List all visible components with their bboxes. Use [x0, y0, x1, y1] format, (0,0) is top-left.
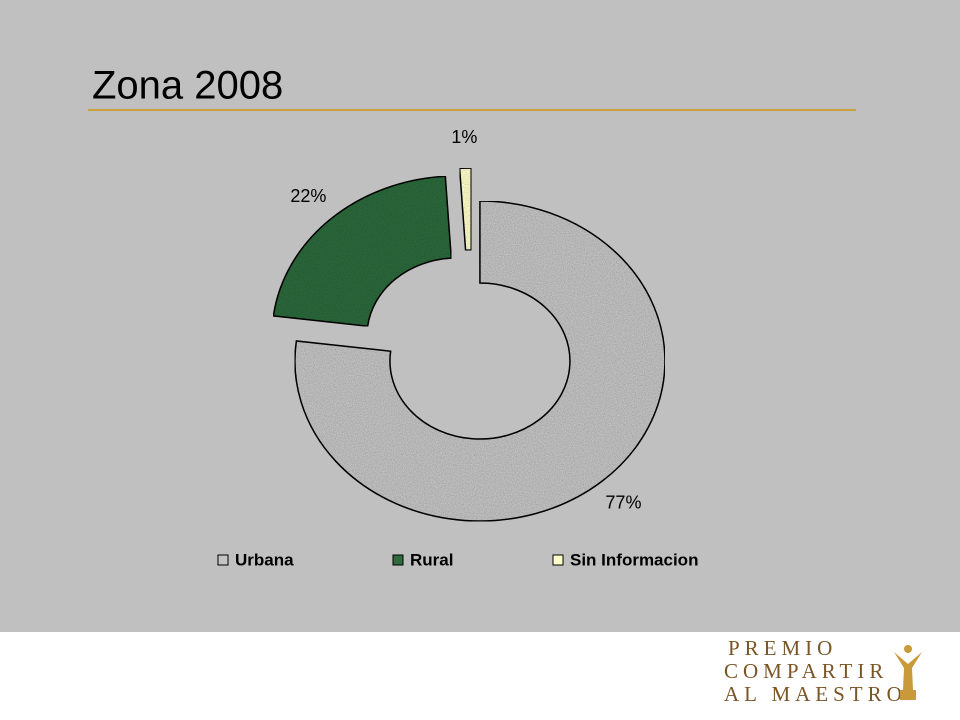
logo-line: COMPARTIR: [724, 659, 888, 683]
data-label: 77%: [605, 492, 641, 512]
legend-swatch: [392, 554, 404, 566]
legend-label: Urbana: [235, 550, 294, 569]
legend-swatch: [552, 554, 564, 566]
legend-label: Sin Informacion: [570, 550, 698, 569]
logo-line: AL MAESTRO: [724, 682, 907, 706]
data-label: 22%: [290, 186, 326, 206]
doughnut-slice: [294, 200, 666, 522]
doughnut-slice: [458, 167, 472, 251]
logo-body: [894, 652, 922, 690]
logo-base: [900, 690, 916, 700]
logo: PREMIO COMPARTIR AL MAESTRO: [724, 636, 907, 706]
doughnut-slice: [272, 175, 453, 328]
legend-label: Rural: [410, 550, 453, 569]
logo-line: PREMIO: [728, 636, 837, 660]
footer-background: [0, 632, 960, 720]
logo-head: [904, 645, 912, 653]
slide-title: Zona 2008: [92, 64, 283, 108]
logo-figure: [894, 645, 922, 700]
legend-swatch: [217, 554, 229, 566]
data-label: 1%: [451, 127, 477, 147]
slide-background: [0, 0, 960, 632]
